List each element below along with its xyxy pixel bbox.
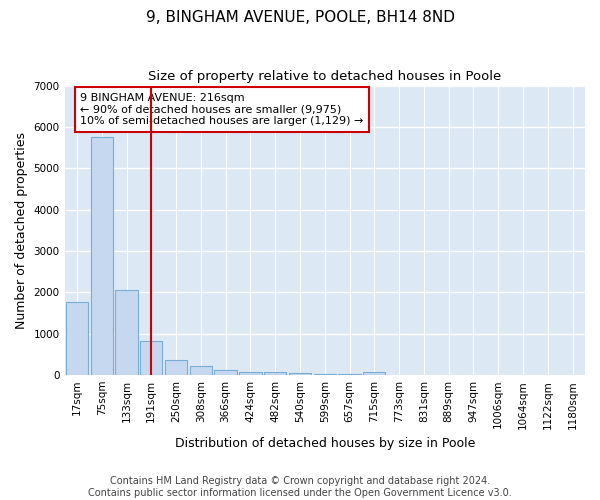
Bar [115, 290, 137, 375]
Bar [314, 374, 336, 375]
Bar [264, 372, 286, 375]
Bar [338, 374, 361, 375]
Y-axis label: Number of detached properties: Number of detached properties [15, 132, 28, 329]
Bar [66, 302, 88, 375]
X-axis label: Distribution of detached houses by size in Poole: Distribution of detached houses by size … [175, 437, 475, 450]
Bar [214, 370, 237, 375]
Bar [289, 373, 311, 375]
Bar [363, 372, 385, 375]
Bar [190, 366, 212, 375]
Bar [91, 138, 113, 375]
Text: 9, BINGHAM AVENUE, POOLE, BH14 8ND: 9, BINGHAM AVENUE, POOLE, BH14 8ND [146, 10, 455, 25]
Bar [140, 340, 163, 375]
Bar [165, 360, 187, 375]
Title: Size of property relative to detached houses in Poole: Size of property relative to detached ho… [148, 70, 502, 83]
Text: Contains HM Land Registry data © Crown copyright and database right 2024.
Contai: Contains HM Land Registry data © Crown c… [88, 476, 512, 498]
Text: 9 BINGHAM AVENUE: 216sqm
← 90% of detached houses are smaller (9,975)
10% of sem: 9 BINGHAM AVENUE: 216sqm ← 90% of detach… [80, 93, 364, 126]
Bar [239, 372, 262, 375]
